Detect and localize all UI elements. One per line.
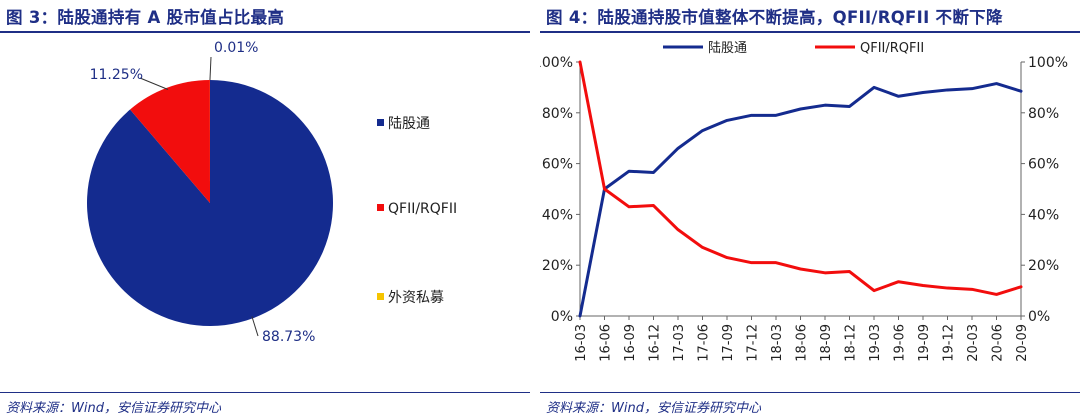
line-figure-title: 图 4：陆股通持股市值整体不断提高，QFII/RQFII 不断下降 xyxy=(546,8,1003,27)
pie-data-label-2: 0.01% xyxy=(214,40,258,56)
pie-legend-label-1: QFII/RQFII xyxy=(388,201,457,217)
pie-leader-line-0 xyxy=(251,316,259,337)
series-line-1 xyxy=(578,60,1023,296)
x-tick-label-2: 16-09 xyxy=(623,324,638,362)
y-tick-label-left-2: 40% xyxy=(542,207,573,223)
y-tick-label-left-5: 100% xyxy=(540,55,573,71)
x-tick-label-16: 20-03 xyxy=(966,324,981,362)
x-tick-label-13: 19-06 xyxy=(893,324,908,362)
x-tick-label-3: 16-12 xyxy=(648,324,663,362)
x-tick-label-12: 19-03 xyxy=(868,324,883,362)
y-tick-label-right-5: 100% xyxy=(1028,55,1068,71)
x-tick-label-7: 17-12 xyxy=(746,324,761,362)
pie-legend-swatch-2 xyxy=(377,293,384,300)
line-source-note: 资料来源：Wind，安信证券研究中心 xyxy=(546,401,761,416)
x-tick-label-1: 16-06 xyxy=(599,324,614,362)
line-chart: 0% 20% 40% 60% 80% 100% 0% 20% 40% 60% 80% 100% 16-0… xyxy=(540,40,1068,362)
y-tick-label-right-0: 0% xyxy=(1028,309,1050,325)
y-tick-label-right-4: 80% xyxy=(1028,106,1059,122)
x-tick-label-9: 18-06 xyxy=(795,324,810,362)
x-tick-label-5: 17-06 xyxy=(697,324,712,362)
x-tick-label-17: 20-06 xyxy=(991,324,1006,362)
pie-data-label-1: 11.25% xyxy=(90,67,143,83)
pie-legend-label-0: 陆股通 xyxy=(388,116,430,132)
pie-source-rule xyxy=(0,392,530,393)
x-tick-label-18: 20-09 xyxy=(1015,324,1030,362)
y-tick-label-left-3: 60% xyxy=(542,157,573,173)
x-tick-label-14: 19-09 xyxy=(917,324,932,362)
pie-legend-label-2: 外资私募 xyxy=(388,290,444,306)
y-tick-label-right-1: 20% xyxy=(1028,258,1059,274)
y-tick-label-left-4: 80% xyxy=(542,106,573,122)
x-tick-label-11: 18-12 xyxy=(844,324,859,362)
legend-label-0: 陆股通 xyxy=(708,40,747,56)
pie-title-rule xyxy=(0,31,530,33)
pie-legend-swatch-0 xyxy=(377,119,384,126)
line-source-rule xyxy=(540,392,1080,393)
pie-data-label-0: 88.73% xyxy=(262,329,315,345)
series-line-0 xyxy=(578,82,1023,318)
pie-figure-title: 图 3：陆股通持有 A 股市值占比最高 xyxy=(6,8,285,27)
x-tick-label-8: 18-03 xyxy=(770,324,785,362)
x-tick-label-15: 19-12 xyxy=(942,324,957,362)
pie-chart: 88.73% 11.25% 0.01% 陆股通 QFII/RQFII 外资私募 xyxy=(87,40,457,345)
pie-figure-panel: 图 3：陆股通持有 A 股市值占比最高 88.73% 11.25% 0.01% 陆股通… xyxy=(0,0,530,417)
y-tick-label-left-1: 20% xyxy=(542,258,573,274)
pie-slice-0 xyxy=(87,80,334,326)
y-tick-label-right-3: 60% xyxy=(1028,157,1059,173)
x-tick-label-6: 17-09 xyxy=(721,324,736,362)
x-tick-label-4: 17-03 xyxy=(672,324,687,362)
line-figure-panel: 图 4：陆股通持股市值整体不断提高，QFII/RQFII 不断下降 0% 20% 4… xyxy=(540,0,1080,417)
legend-label-1: QFII/RQFII xyxy=(860,41,924,56)
pie-source-note: 资料来源：Wind，安信证券研究中心 xyxy=(6,401,221,416)
y-tick-label-right-2: 40% xyxy=(1028,207,1059,223)
x-tick-label-0: 16-03 xyxy=(574,324,589,362)
pie-leader-line-1 xyxy=(139,77,169,90)
pie-slice-1 xyxy=(130,80,210,203)
pie-leader-line-2 xyxy=(209,56,212,81)
x-tick-label-10: 18-09 xyxy=(819,324,834,362)
line-title-rule xyxy=(540,31,1080,33)
pie-legend-swatch-1 xyxy=(377,204,384,211)
y-tick-label-left-0: 0% xyxy=(551,309,573,325)
